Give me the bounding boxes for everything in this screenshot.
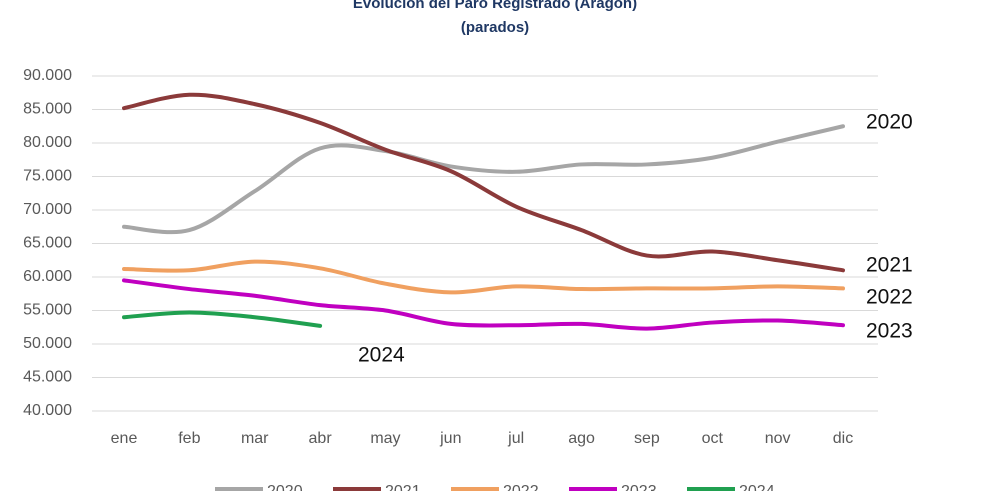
y-tick-label: 50.000 <box>23 335 72 352</box>
annotation: 2024 <box>358 344 405 367</box>
x-tick-label: abr <box>309 430 333 447</box>
x-tick-label: feb <box>178 430 200 447</box>
legend-label: 2023 <box>621 483 657 491</box>
y-tick-label: 45.000 <box>23 369 72 386</box>
x-tick-label: mar <box>241 430 269 447</box>
y-tick-label: 65.000 <box>23 235 72 252</box>
series-line <box>122 259 845 295</box>
y-tick-label: 80.000 <box>23 134 72 151</box>
x-tick-label: nov <box>765 430 791 447</box>
x-tick-label: jun <box>439 430 461 447</box>
y-tick-label: 55.000 <box>23 302 72 319</box>
series-line <box>122 310 323 328</box>
x-tick-label: may <box>370 430 400 447</box>
series-line <box>122 124 845 235</box>
y-tick-label: 40.000 <box>23 402 72 419</box>
y-tick-label: 85.000 <box>23 101 72 118</box>
y-tick-label: 60.000 <box>23 268 72 285</box>
y-tick-label: 90.000 <box>23 67 72 84</box>
chart-subtitle: (parados) <box>461 19 529 36</box>
legend-label: 2022 <box>503 483 539 491</box>
legend-label: 2020 <box>267 483 303 491</box>
annotation: 2022 <box>866 286 913 309</box>
y-tick-label: 70.000 <box>23 201 72 218</box>
annotation: 2023 <box>866 320 913 343</box>
series-line <box>122 92 845 273</box>
annotation: 2021 <box>866 254 913 277</box>
x-tick-label: ene <box>111 430 138 447</box>
series-line <box>122 278 845 331</box>
chart-title: Evolución del Paro Registrado (Aragón) <box>353 0 637 12</box>
x-tick-label: ago <box>568 430 595 447</box>
x-tick-label: oct <box>702 430 724 447</box>
x-tick-label: jul <box>507 430 524 447</box>
y-tick-label: 75.000 <box>23 168 72 185</box>
x-tick-label: sep <box>634 430 660 447</box>
legend-label: 2021 <box>385 483 421 491</box>
x-tick-label: dic <box>833 430 853 447</box>
annotation: 2020 <box>866 111 913 134</box>
legend-label: 2024 <box>739 483 775 491</box>
